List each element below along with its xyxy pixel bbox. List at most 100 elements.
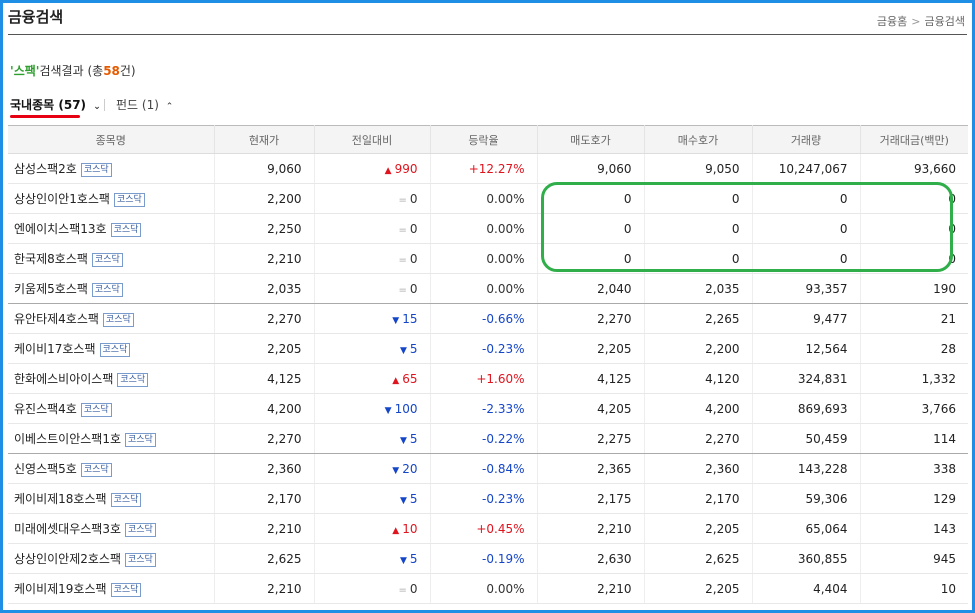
bid-cell: 2,625 [644, 543, 753, 574]
amount-cell: 10 [860, 573, 968, 604]
amount-cell: 1,332 [860, 363, 968, 394]
rate-cell: +12.27% [430, 153, 538, 184]
stock-name-link[interactable]: 유안타제4호스팩 [14, 312, 99, 326]
change-cell: ▼ 100 [314, 393, 431, 424]
stock-name-link[interactable]: 유진스팩4호 [14, 402, 77, 416]
tab-domestic-stocks[interactable]: 국내종목 (57) ⌄ [10, 96, 101, 113]
stock-name-link[interactable]: 키움제5호스팩 [14, 282, 88, 296]
rate-cell: +1.60% [430, 363, 538, 394]
bid-cell: 2,200 [644, 333, 753, 364]
table-row[interactable]: 상상인이안제2호스팩 코스닥 2,625 ▼ 5 -0.19% 2,630 2,625 360,… [8, 543, 968, 574]
stock-name-link[interactable]: 삼성스팩2호 [14, 162, 77, 176]
equal-icon: = [398, 284, 407, 296]
rate-cell: -0.23% [430, 483, 538, 514]
active-tab-underline [10, 115, 80, 118]
table-row[interactable]: 엔에이치스팩13호 코스닥 2,250 = 0 0.00% 0 0 0 0 [8, 213, 968, 244]
stock-name-link[interactable]: 케이비제18호스팩 [14, 492, 107, 506]
amount-cell: 114 [860, 423, 968, 454]
table-row[interactable]: 케이비제19호스팩 코스닥 2,210 = 0 0.00% 2,210 2,205 4,404 1… [8, 573, 968, 604]
market-badge: 코스닥 [110, 223, 142, 237]
header-rate[interactable]: 등락율 [430, 125, 538, 154]
price-cell: 9,060 [214, 153, 315, 184]
table-row[interactable]: 한화에스비아이스팩 코스닥 4,125 ▲ 65 +1.60% 4,125 4,120 324,… [8, 363, 968, 394]
change-cell: ▲ 65 [314, 363, 431, 394]
stock-results-table: 종목명 현재가 전일대비 등락율 매도호가 매수호가 거래량 거래대금(백만) … [8, 125, 968, 604]
stock-name-link[interactable]: 미래에셋대우스팩3호 [14, 522, 121, 536]
price-cell: 2,270 [214, 303, 315, 334]
header-ask[interactable]: 매도호가 [537, 125, 645, 154]
table-row[interactable]: 상상인이안1호스팩 코스닥 2,200 = 0 0.00% 0 0 0 0 [8, 183, 968, 214]
header-change[interactable]: 전일대비 [314, 125, 431, 154]
rate-cell: +0.45% [430, 513, 538, 544]
volume-cell: 0 [752, 183, 861, 214]
stock-name-link[interactable]: 상상인이안제2호스팩 [14, 552, 121, 566]
table-row[interactable]: 신영스팩5호 코스닥 2,360 ▼ 20 -0.84% 2,365 2,360 143,228… [8, 453, 968, 484]
price-cell: 2,210 [214, 513, 315, 544]
breadcrumb-home-link[interactable]: 금융홈 [876, 15, 908, 28]
result-label: 검색결과 [39, 64, 84, 78]
stock-name-cell: 엔에이치스팩13호 코스닥 [8, 213, 215, 244]
header-amount[interactable]: 거래대금(백만) [860, 125, 968, 154]
table-row[interactable]: 케이비17호스팩 코스닥 2,205 ▼ 5 -0.23% 2,205 2,200 12,564… [8, 333, 968, 364]
stock-name-link[interactable]: 상상인이안1호스팩 [14, 192, 110, 206]
table-row[interactable]: 미래에셋대우스팩3호 코스닥 2,210 ▲ 10 +0.45% 2,210 2,205 65,… [8, 513, 968, 544]
stock-name-link[interactable]: 신영스팩5호 [14, 462, 77, 476]
change-value: 5 [409, 341, 418, 356]
stock-name-link[interactable]: 케이비제19호스팩 [14, 582, 107, 596]
change-cell: = 0 [314, 183, 431, 214]
volume-cell: 12,564 [752, 333, 861, 364]
result-quote-close: ' [35, 64, 40, 78]
market-badge: 코스닥 [102, 313, 134, 327]
page-title: 금융검색 [8, 8, 64, 26]
stock-name-cell: 삼성스팩2호 코스닥 [8, 153, 215, 184]
bid-cell: 2,170 [644, 483, 753, 514]
stock-name-link[interactable]: 한국제8호스팩 [14, 252, 88, 266]
volume-cell: 65,064 [752, 513, 861, 544]
rate-cell: -0.19% [430, 543, 538, 574]
table-row[interactable]: 삼성스팩2호 코스닥 9,060 ▲ 990 +12.27% 9,060 9,050 10,24… [8, 153, 968, 184]
stock-name-link[interactable]: 케이비17호스팩 [14, 342, 96, 356]
header-price[interactable]: 현재가 [214, 125, 315, 154]
table-row[interactable]: 한국제8호스팩 코스닥 2,210 = 0 0.00% 0 0 0 0 [8, 243, 968, 274]
table-row[interactable]: 키움제5호스팩 코스닥 2,035 = 0 0.00% 2,040 2,035 93,357 19… [8, 273, 968, 304]
volume-cell: 9,477 [752, 303, 861, 334]
volume-cell: 869,693 [752, 393, 861, 424]
stock-name-cell: 신영스팩5호 코스닥 [8, 453, 215, 484]
change-cell: = 0 [314, 573, 431, 604]
change-cell: ▼ 5 [314, 423, 431, 454]
stock-name-link[interactable]: 한화에스비아이스팩 [14, 372, 114, 386]
stock-name-link[interactable]: 이베스트이안스팩1호 [14, 432, 121, 446]
table-row[interactable]: 이베스트이안스팩1호 코스닥 2,270 ▼ 5 -0.22% 2,275 2,270 50,4… [8, 423, 968, 454]
result-count-open: (총 [83, 64, 104, 78]
price-cell: 2,170 [214, 483, 315, 514]
breadcrumb-current[interactable]: 금융검색 [924, 15, 965, 28]
rate-cell: -2.33% [430, 393, 538, 424]
amount-cell: 28 [860, 333, 968, 364]
market-badge: 코스닥 [125, 523, 156, 537]
header-name[interactable]: 종목명 [8, 125, 215, 154]
arrow-down-icon: ▼ [392, 465, 400, 476]
search-result-summary: '스팩'검색결과 (총58건) [10, 62, 136, 79]
table-row[interactable]: 유진스팩4호 코스닥 4,200 ▼ 100 -2.33% 4,205 4,200 869,69… [8, 393, 968, 424]
tab-funds[interactable]: 펀드 (1) ⌃ [116, 96, 173, 113]
change-value: 0 [409, 221, 418, 236]
ask-cell: 2,205 [537, 333, 645, 364]
table-row[interactable]: 케이비제18호스팩 코스닥 2,170 ▼ 5 -0.23% 2,175 2,170 59,30… [8, 483, 968, 514]
arrow-up-icon: ▲ [384, 165, 392, 176]
ask-cell: 2,630 [537, 543, 645, 574]
change-value: 0 [409, 251, 418, 266]
stock-name-cell: 유진스팩4호 코스닥 [8, 393, 215, 424]
arrow-up-icon: ▲ [392, 525, 400, 536]
market-badge: 코스닥 [80, 403, 112, 417]
market-badge: 코스닥 [125, 553, 156, 567]
tab-domestic-label: 국내종목 [10, 98, 55, 112]
price-cell: 2,360 [214, 453, 315, 484]
stock-name-link[interactable]: 엔에이치스팩13호 [14, 222, 107, 236]
header-bid[interactable]: 매수호가 [644, 125, 753, 154]
amount-cell: 338 [860, 453, 968, 484]
table-row[interactable]: 유안타제4호스팩 코스닥 2,270 ▼ 15 -0.66% 2,270 2,265 9,477… [8, 303, 968, 334]
bid-cell: 0 [644, 183, 753, 214]
stock-name-cell: 키움제5호스팩 코스닥 [8, 273, 215, 304]
header-volume[interactable]: 거래량 [752, 125, 861, 154]
